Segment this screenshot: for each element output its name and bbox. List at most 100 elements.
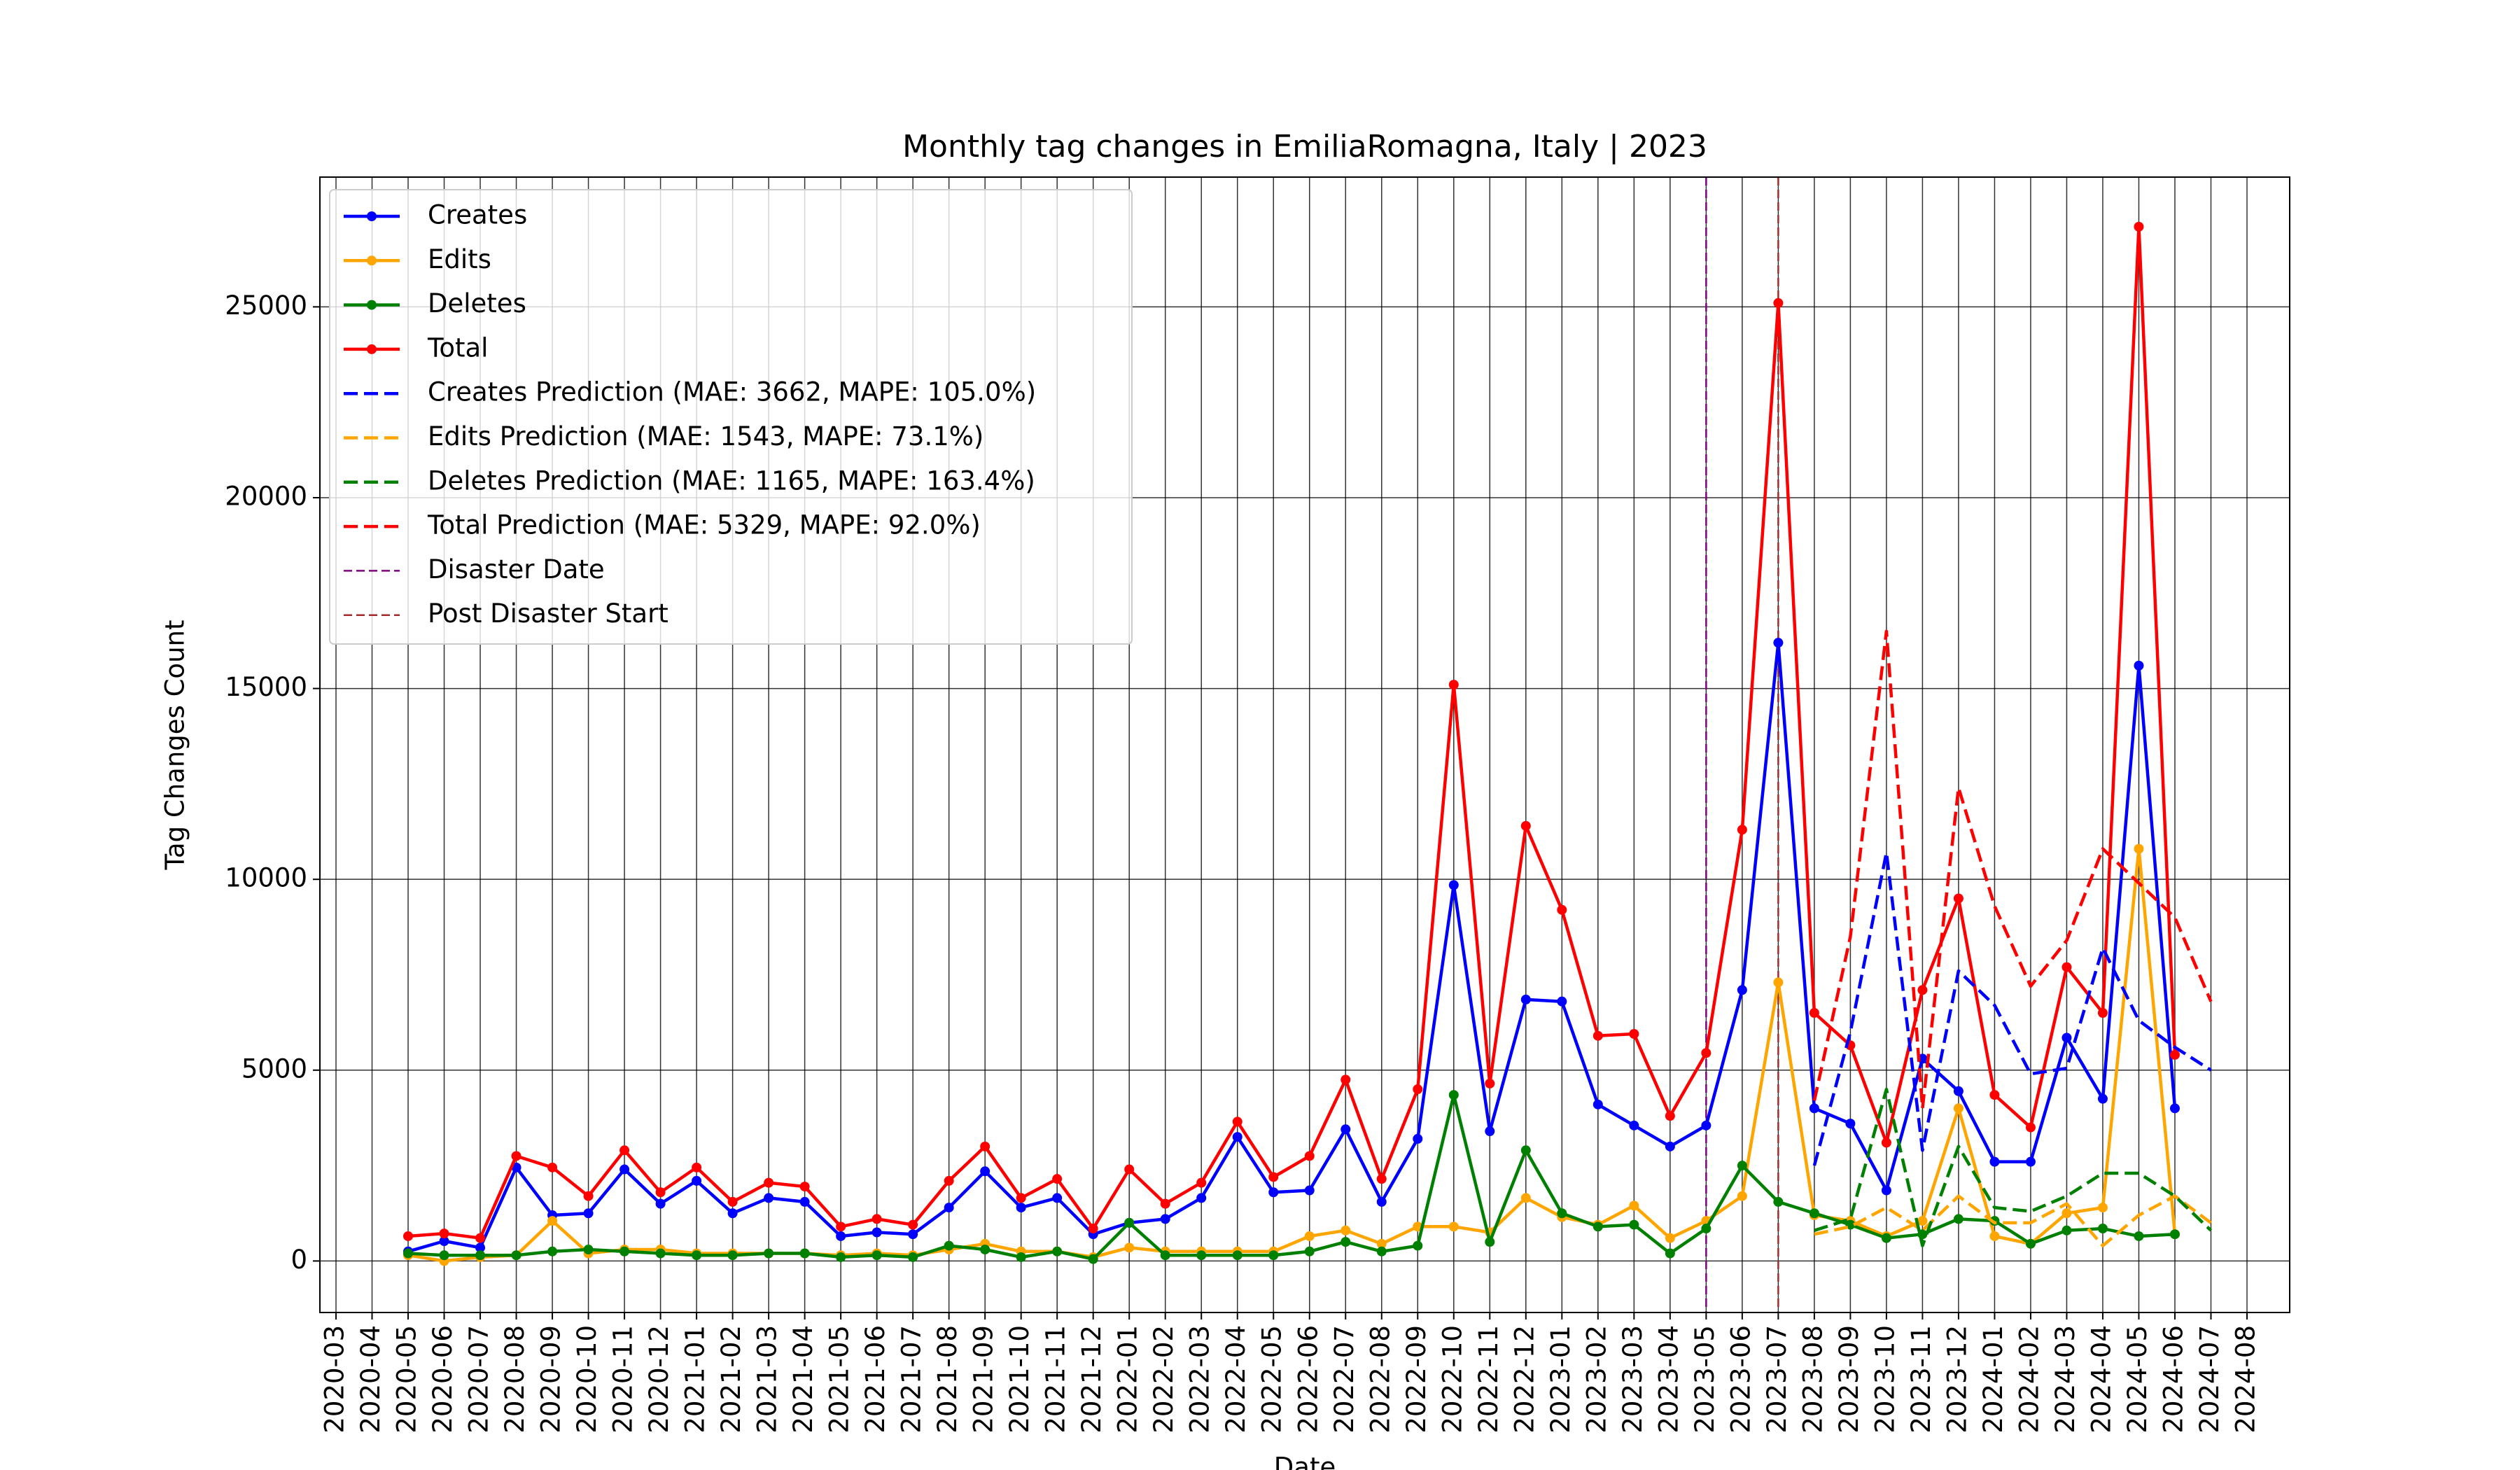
- data-point: [1629, 1028, 1639, 1039]
- series-line: [1812, 629, 2213, 1110]
- data-point: [1268, 1172, 1279, 1182]
- data-point: [403, 1231, 414, 1241]
- series-line: [1814, 1194, 2212, 1247]
- data-point: [2025, 1122, 2036, 1133]
- data-point: [1592, 1030, 1603, 1041]
- data-point: [1773, 1196, 1784, 1207]
- data-point: [2134, 1231, 2144, 1241]
- y-tick-label: 10000: [225, 863, 307, 893]
- data-point: [1557, 904, 1567, 915]
- data-point: [1376, 1238, 1387, 1249]
- y-tick-label: 25000: [225, 290, 307, 321]
- x-tick-label: 2021-08: [932, 1325, 962, 1434]
- x-tick-label: 2022-05: [1257, 1325, 1287, 1434]
- data-point: [1881, 1233, 1891, 1243]
- x-tick-label: 2021-06: [860, 1325, 890, 1434]
- x-tick-label: 2021-02: [716, 1325, 746, 1434]
- data-point: [439, 1250, 449, 1261]
- data-point: [2025, 1156, 2036, 1167]
- data-point: [836, 1222, 846, 1232]
- data-point: [2097, 1203, 2108, 1213]
- x-tick-label: 2023-05: [1690, 1325, 1720, 1434]
- y-axis-label: Tag Changes Count: [160, 620, 190, 871]
- x-tick-label: 2020-03: [320, 1325, 350, 1434]
- legend: Creates Edits Deletes Total Creates Predicti…: [329, 189, 1133, 645]
- x-tick-label: 2020-09: [536, 1325, 566, 1434]
- data-point: [1448, 680, 1459, 690]
- x-tick-label: 2021-04: [788, 1325, 818, 1434]
- data-point: [1665, 1141, 1675, 1152]
- x-tick-label: 2024-07: [2194, 1325, 2225, 1434]
- legend-marker: [367, 344, 377, 354]
- data-point: [1016, 1193, 1026, 1203]
- x-tick-label: 2020-10: [572, 1325, 602, 1434]
- data-point: [475, 1233, 486, 1243]
- data-point: [1629, 1219, 1639, 1230]
- data-point: [980, 1245, 990, 1255]
- x-tick-label: 2024-04: [2086, 1325, 2116, 1434]
- data-point: [1665, 1248, 1675, 1259]
- data-point: [1485, 1237, 1495, 1247]
- data-point: [727, 1196, 738, 1207]
- data-point: [1701, 1048, 1712, 1058]
- legend-label: Creates: [428, 200, 527, 230]
- data-point: [1737, 825, 1747, 835]
- x-tick-label: 2021-09: [969, 1325, 999, 1434]
- x-tick-label: 2021-01: [680, 1325, 710, 1434]
- data-point: [1953, 1086, 1963, 1096]
- data-point: [980, 1166, 990, 1177]
- y-tick-label: 20000: [225, 481, 307, 511]
- x-tick-label: 2022-11: [1474, 1325, 1504, 1434]
- data-point: [1413, 1240, 1423, 1251]
- data-point: [2025, 1238, 2036, 1249]
- x-tick-label: 2023-02: [1581, 1325, 1611, 1434]
- data-point: [1160, 1250, 1170, 1261]
- data-point: [980, 1141, 990, 1152]
- data-point: [1665, 1233, 1675, 1243]
- legend-box: [329, 189, 1133, 645]
- data-point: [583, 1245, 594, 1255]
- data-point: [764, 1177, 774, 1188]
- x-tick-label: 2022-07: [1329, 1325, 1359, 1434]
- x-tick-label: 2023-08: [1798, 1325, 1828, 1434]
- x-tick-label: 2022-02: [1149, 1325, 1179, 1434]
- data-point: [1557, 996, 1567, 1007]
- x-axis-label: Date: [1274, 1452, 1336, 1470]
- data-point: [547, 1162, 558, 1172]
- legend-label: Post Disaster Start: [428, 598, 668, 629]
- data-point: [872, 1214, 882, 1224]
- legend-label: Deletes Prediction (MAE: 1165, MAPE: 163…: [428, 465, 1035, 496]
- x-tick-label: 2022-08: [1365, 1325, 1395, 1434]
- data-point: [511, 1250, 522, 1261]
- x-tick-label: 2022-01: [1113, 1325, 1143, 1434]
- data-point: [583, 1208, 594, 1219]
- data-point: [1701, 1120, 1712, 1130]
- data-point: [2062, 1032, 2072, 1043]
- x-tick-label: 2022-10: [1437, 1325, 1467, 1434]
- data-point: [1052, 1174, 1063, 1184]
- data-point: [655, 1248, 666, 1259]
- data-point: [1232, 1250, 1242, 1261]
- x-tick-label: 2024-05: [2122, 1325, 2152, 1434]
- data-point: [2169, 1103, 2180, 1114]
- data-point: [439, 1228, 449, 1239]
- x-tick-label: 2023-11: [1906, 1325, 1936, 1434]
- data-point: [1773, 638, 1784, 648]
- data-point: [1304, 1185, 1315, 1196]
- data-point: [1232, 1132, 1242, 1142]
- series-line: [407, 1093, 2176, 1261]
- data-point: [1052, 1246, 1063, 1256]
- data-point: [1665, 1111, 1675, 1121]
- legend-label: Edits Prediction (MAE: 1543, MAPE: 73.1%…: [428, 421, 983, 451]
- data-point: [1124, 1242, 1135, 1253]
- data-point: [1917, 1229, 1928, 1240]
- data-point: [2169, 1049, 2180, 1060]
- data-point: [1592, 1222, 1603, 1232]
- data-point: [1340, 1225, 1351, 1236]
- data-point: [403, 1248, 414, 1259]
- data-point: [1304, 1246, 1315, 1256]
- data-point: [2062, 1225, 2072, 1236]
- data-point: [1160, 1214, 1170, 1224]
- plot-frame: [319, 176, 2290, 1313]
- x-tick-label: 2021-03: [752, 1325, 783, 1434]
